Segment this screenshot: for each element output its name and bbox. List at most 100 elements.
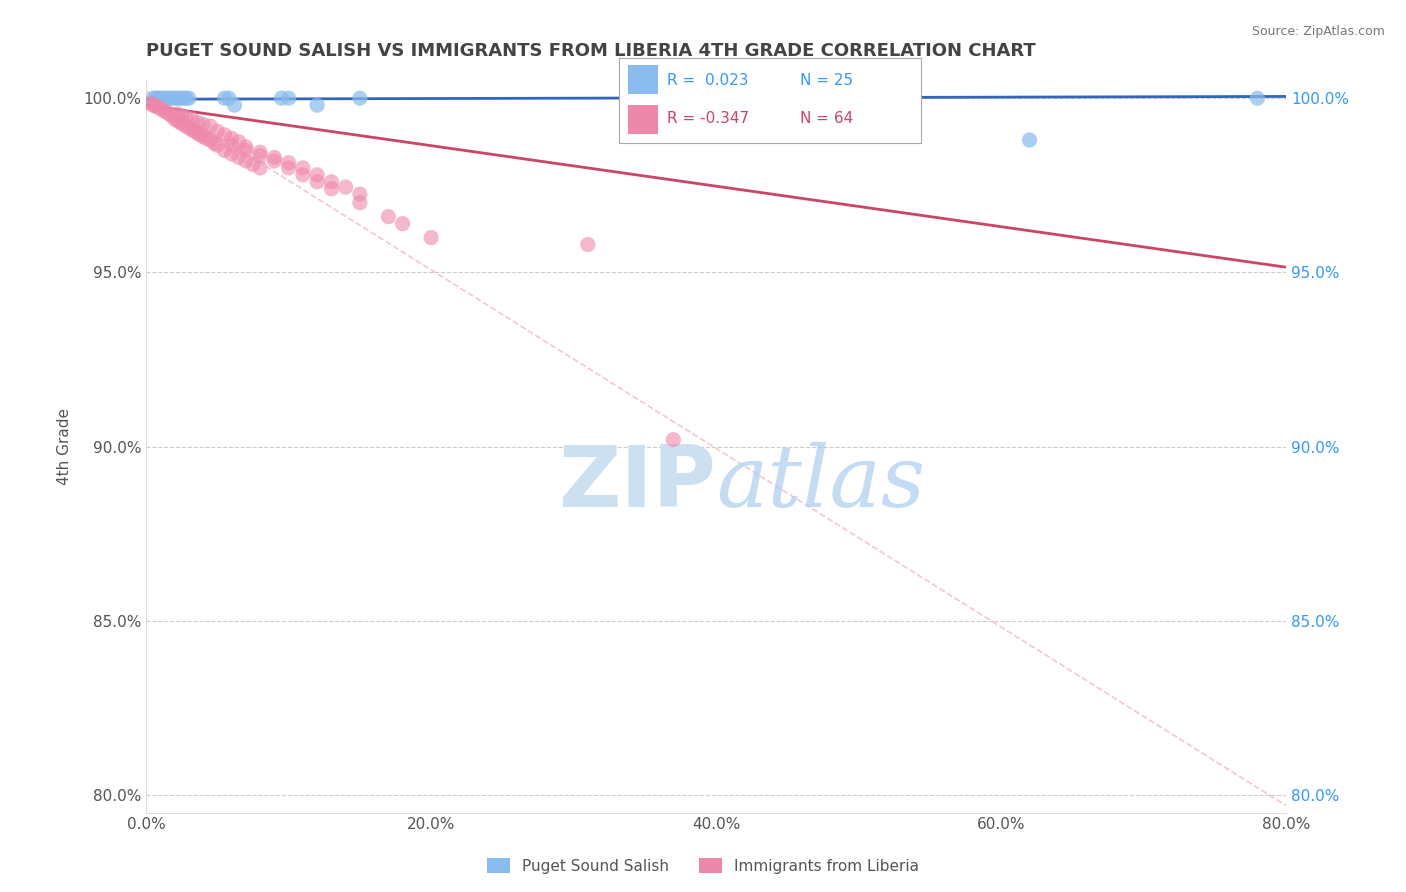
Point: [177, 120, 200, 135]
Point: [704, 91, 727, 105]
Text: R =  0.023: R = 0.023: [666, 72, 748, 87]
Point: [139, 96, 162, 111]
Point: [142, 91, 165, 105]
Point: [235, 153, 257, 168]
Point: [160, 109, 183, 123]
Point: [183, 124, 205, 138]
Point: [277, 155, 299, 169]
Point: [177, 91, 200, 105]
Point: [391, 217, 413, 231]
Point: [249, 145, 271, 160]
Point: [174, 119, 197, 133]
Point: [169, 91, 191, 105]
Point: [180, 112, 202, 127]
Point: [277, 161, 299, 175]
Legend: Puget Sound Salish, Immigrants from Liberia: Puget Sound Salish, Immigrants from Libe…: [481, 852, 925, 880]
Point: [224, 98, 246, 112]
Point: [1246, 91, 1268, 105]
Point: [172, 91, 194, 105]
Point: [200, 119, 222, 133]
Point: [307, 175, 329, 189]
Point: [191, 117, 214, 131]
Point: [146, 100, 169, 114]
Point: [169, 115, 191, 129]
Point: [166, 107, 188, 121]
Point: [228, 150, 250, 164]
Point: [214, 144, 236, 158]
FancyBboxPatch shape: [627, 104, 658, 134]
Point: [200, 133, 222, 147]
Point: [186, 115, 208, 129]
Point: [152, 91, 174, 105]
Point: [155, 105, 177, 120]
Point: [420, 230, 443, 244]
Point: [214, 128, 236, 142]
Point: [307, 168, 329, 182]
Point: [149, 102, 172, 116]
Point: [277, 91, 299, 105]
Point: [228, 135, 250, 149]
Point: [291, 161, 314, 175]
Point: [142, 98, 165, 112]
Point: [349, 187, 371, 202]
Text: ZIP: ZIP: [558, 442, 716, 524]
Point: [145, 91, 167, 105]
Point: [186, 126, 208, 140]
Point: [180, 122, 202, 136]
Point: [576, 237, 599, 252]
Point: [214, 91, 236, 105]
Point: [270, 91, 292, 105]
Point: [166, 91, 188, 105]
Point: [174, 111, 197, 125]
Point: [157, 91, 180, 105]
Y-axis label: 4th Grade: 4th Grade: [58, 409, 72, 485]
Point: [335, 180, 357, 194]
Point: [166, 113, 188, 128]
Point: [143, 99, 166, 113]
Point: [349, 195, 371, 210]
Point: [174, 91, 197, 105]
FancyBboxPatch shape: [627, 65, 658, 95]
Point: [676, 91, 699, 105]
Point: [218, 91, 240, 105]
Text: N = 64: N = 64: [800, 112, 853, 127]
Point: [321, 175, 343, 189]
Text: PUGET SOUND SALISH VS IMMIGRANTS FROM LIBERIA 4TH GRADE CORRELATION CHART: PUGET SOUND SALISH VS IMMIGRANTS FROM LI…: [146, 42, 1036, 60]
Point: [170, 109, 193, 123]
Point: [152, 103, 174, 118]
Point: [149, 91, 172, 105]
Point: [321, 182, 343, 196]
Point: [146, 91, 169, 105]
Point: [1018, 133, 1040, 147]
Point: [662, 433, 685, 447]
Point: [221, 131, 243, 145]
Point: [242, 157, 264, 171]
Point: [207, 138, 229, 153]
Point: [172, 117, 194, 131]
Point: [307, 98, 329, 112]
Point: [349, 91, 371, 105]
Point: [160, 91, 183, 105]
Point: [263, 153, 285, 168]
Point: [163, 112, 186, 127]
Point: [163, 91, 186, 105]
Point: [155, 91, 177, 105]
Point: [377, 210, 399, 224]
Point: [249, 149, 271, 163]
Point: [235, 140, 257, 154]
Point: [221, 147, 243, 161]
Text: N = 25: N = 25: [800, 72, 853, 87]
Point: [191, 129, 214, 144]
Point: [235, 144, 257, 158]
Point: [249, 161, 271, 175]
Point: [221, 138, 243, 153]
Text: R = -0.347: R = -0.347: [666, 112, 749, 127]
Point: [291, 168, 314, 182]
Text: Source: ZipAtlas.com: Source: ZipAtlas.com: [1251, 25, 1385, 38]
Point: [207, 124, 229, 138]
Point: [188, 128, 211, 142]
Point: [263, 150, 285, 164]
Text: atlas: atlas: [716, 442, 925, 524]
Point: [204, 136, 226, 151]
Point: [157, 107, 180, 121]
